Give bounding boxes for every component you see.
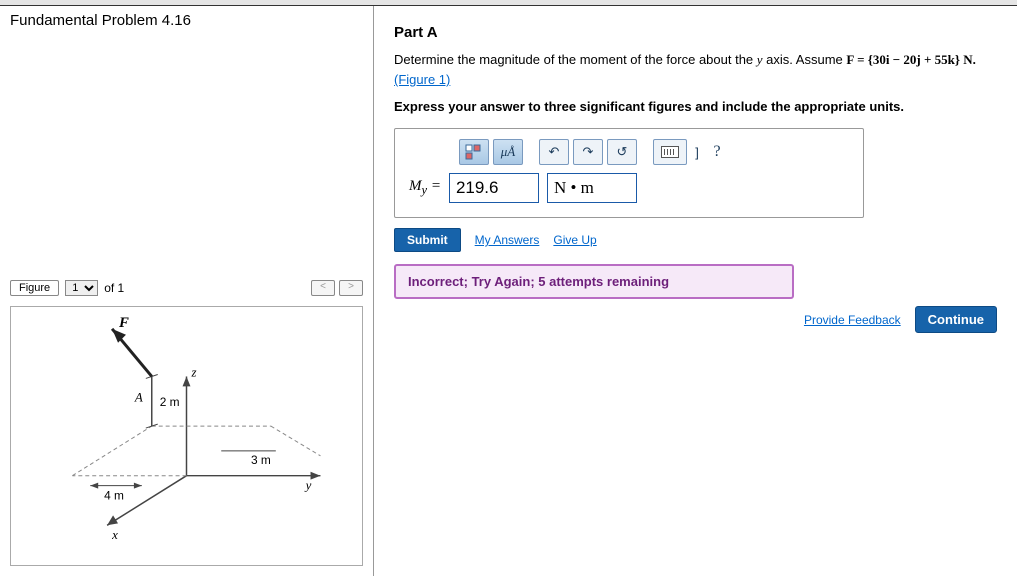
svg-text:4 m: 4 m bbox=[104, 489, 124, 503]
figure-prev-button[interactable]: < bbox=[311, 280, 335, 296]
part-heading: Part A bbox=[394, 24, 997, 41]
brackets-hint: ] bbox=[691, 139, 703, 165]
prompt-text: Determine the magnitude of the moment of… bbox=[394, 51, 997, 69]
my-answers-link[interactable]: My Answers bbox=[475, 233, 540, 247]
submit-button[interactable]: Submit bbox=[394, 228, 461, 252]
continue-button[interactable]: Continue bbox=[915, 306, 997, 333]
svg-text:F: F bbox=[118, 315, 129, 331]
units-button[interactable]: μÅ bbox=[493, 139, 523, 165]
answer-box: μÅ ↶ ↷ ↺ ] ? My = bbox=[394, 128, 864, 218]
svg-text:z: z bbox=[190, 365, 196, 379]
problem-title: Fundamental Problem 4.16 bbox=[0, 6, 373, 35]
figure-nav: < > bbox=[311, 280, 363, 296]
prompt-pre: Determine the magnitude of the moment of… bbox=[394, 52, 757, 67]
variable-label: My = bbox=[409, 178, 441, 198]
undo-button[interactable]: ↶ bbox=[539, 139, 569, 165]
figure-header: Figure 1 of 1 < > bbox=[0, 276, 373, 300]
templates-icon bbox=[465, 144, 483, 160]
svg-text:x: x bbox=[111, 528, 118, 542]
left-column: Fundamental Problem 4.16 Figure 1 of 1 <… bbox=[0, 6, 374, 576]
figure-panel: F A z y x 2 m 3 m 4 m bbox=[10, 306, 363, 566]
svg-text:3 m: 3 m bbox=[251, 453, 271, 467]
main-layout: Fundamental Problem 4.16 Figure 1 of 1 <… bbox=[0, 6, 1017, 576]
give-up-link[interactable]: Give Up bbox=[553, 233, 596, 247]
templates-button[interactable] bbox=[459, 139, 489, 165]
equation-toolbar: μÅ ↶ ↷ ↺ ] ? bbox=[459, 139, 849, 165]
answer-instructions: Express your answer to three significant… bbox=[394, 99, 997, 114]
svg-text:y: y bbox=[304, 479, 312, 493]
units-input[interactable] bbox=[547, 173, 637, 203]
figure-next-button[interactable]: > bbox=[339, 280, 363, 296]
answer-input-row: My = bbox=[409, 173, 849, 203]
left-spacer bbox=[0, 35, 373, 276]
redo-button[interactable]: ↷ bbox=[573, 139, 603, 165]
keyboard-icon bbox=[661, 146, 679, 158]
var-eq: = bbox=[427, 178, 441, 194]
keyboard-button[interactable] bbox=[653, 139, 687, 165]
svg-text:A: A bbox=[134, 390, 143, 404]
figure-label: Figure bbox=[10, 280, 59, 296]
force-eq: F = {30i − 20j + 55k} N. bbox=[846, 52, 976, 67]
value-input[interactable] bbox=[449, 173, 539, 203]
figure-link[interactable]: (Figure 1) bbox=[394, 72, 450, 87]
footer-row: Provide Feedback Continue bbox=[804, 306, 997, 333]
figure-svg: F A z y x 2 m 3 m 4 m bbox=[11, 307, 362, 565]
var-base: M bbox=[409, 178, 422, 194]
provide-feedback-link[interactable]: Provide Feedback bbox=[804, 313, 901, 327]
figure-of-text: of 1 bbox=[104, 281, 124, 295]
svg-text:2 m: 2 m bbox=[160, 395, 180, 409]
feedback-message: Incorrect; Try Again; 5 attempts remaini… bbox=[394, 264, 794, 299]
submit-row: Submit My Answers Give Up bbox=[394, 228, 997, 252]
figure-select[interactable]: 1 bbox=[65, 280, 98, 296]
reset-button[interactable]: ↺ bbox=[607, 139, 637, 165]
prompt-post: axis. Assume bbox=[763, 52, 847, 67]
help-button[interactable]: ? bbox=[707, 139, 727, 165]
right-column: Part A Determine the magnitude of the mo… bbox=[374, 6, 1017, 576]
